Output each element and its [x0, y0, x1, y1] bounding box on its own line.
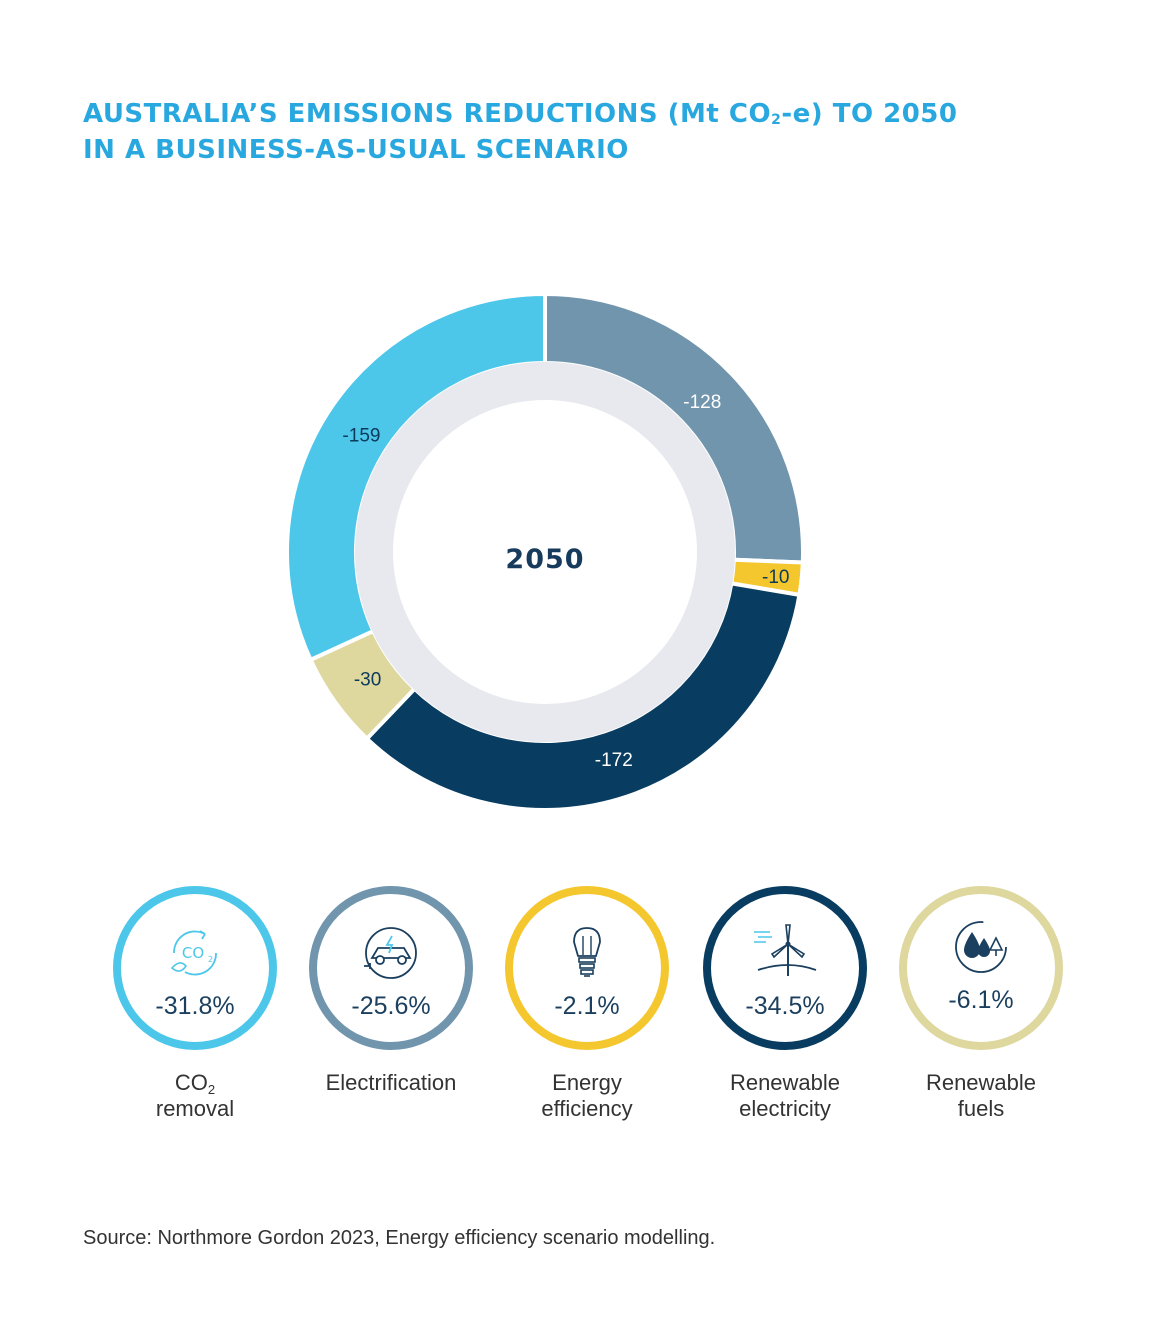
- electric-car-icon: [364, 927, 417, 979]
- legend-item-renewable-electricity: -34.5% Renewable electricity: [685, 886, 885, 1122]
- donut-data-label: -172: [595, 750, 633, 771]
- legend-label: Renewable electricity: [685, 1070, 885, 1122]
- title-line1-pre: AUSTRALIA’S EMISSIONS REDUCTIONS (Mt CO: [83, 99, 772, 129]
- legend-ring: -6.1%: [899, 886, 1063, 1050]
- donut-labels: -128 -10 -172 -30 -159: [342, 392, 789, 771]
- legend-item-electrification: -25.6% Electrification: [291, 886, 491, 1096]
- legend-label-text: Renewable: [925, 1070, 1037, 1095]
- center-label: 2050: [505, 544, 584, 575]
- chart-title: AUSTRALIA’S EMISSIONS REDUCTIONS (Mt CO2…: [83, 96, 1083, 168]
- svg-text:2: 2: [208, 955, 213, 964]
- legend-label-sub: 2: [207, 1082, 216, 1097]
- legend-label: Energy efficiency: [487, 1070, 687, 1122]
- legend-item-renewable-fuels: -6.1% Renewable fuels: [881, 886, 1081, 1122]
- donut-data-label: -128: [683, 392, 721, 413]
- lightbulb-icon: [573, 927, 601, 977]
- legend-label: Renewable fuels: [881, 1070, 1081, 1122]
- legend-ring: CO 2 -31.8%: [113, 886, 277, 1050]
- legend-label-line2: efficiency: [541, 1096, 633, 1121]
- title-line1-sub: 2: [771, 112, 782, 128]
- legend-label-line2: electricity: [739, 1096, 831, 1121]
- legend-label: CO2 removal: [95, 1070, 295, 1122]
- legend-ring: -25.6%: [309, 886, 473, 1050]
- legend-label-line2: removal: [155, 1096, 235, 1121]
- fuel-drops-icon: [955, 921, 1007, 973]
- legend-percent: -25.6%: [351, 992, 431, 1020]
- legend-label-line2: fuels: [957, 1096, 1005, 1121]
- source-note: Source: Northmore Gordon 2023, Energy ef…: [83, 1227, 716, 1249]
- legend-ring: -2.1%: [505, 886, 669, 1050]
- donut-data-label: -10: [762, 567, 789, 588]
- legend-item-co2-removal: CO 2 -31.8% CO2 removal: [95, 886, 295, 1122]
- wind-turbine-icon: [754, 924, 817, 976]
- legend-percent: -2.1%: [554, 992, 620, 1020]
- title-line1-post: -e) TO 2050: [781, 99, 958, 129]
- legend-label: Electrification: [291, 1070, 491, 1096]
- donut-data-label: -159: [342, 425, 380, 446]
- donut-chart: 2050 -128 -10 -172 -30 -159: [285, 291, 805, 812]
- legend-percent: -6.1%: [948, 986, 1014, 1014]
- legend-item-energy-efficiency: -2.1% Energy efficiency: [487, 886, 687, 1122]
- svg-text:CO: CO: [182, 944, 204, 962]
- title-line2: IN A BUSINESS-AS-USUAL SCENARIO: [83, 135, 629, 165]
- legend-percent: -31.8%: [155, 992, 235, 1020]
- donut-data-label: -30: [354, 670, 381, 691]
- donut-slices: [285, 291, 805, 812]
- center-disc: [393, 400, 697, 704]
- legend-label-text: Energy: [552, 1070, 622, 1095]
- legend-label-text: Electrification: [325, 1070, 457, 1095]
- legend-percent: -34.5%: [745, 992, 825, 1020]
- legend-label-text: CO: [174, 1070, 208, 1095]
- legend-ring: -34.5%: [703, 886, 867, 1050]
- co2-icon: CO 2: [170, 930, 217, 976]
- legend-label-text: Renewable: [729, 1070, 841, 1095]
